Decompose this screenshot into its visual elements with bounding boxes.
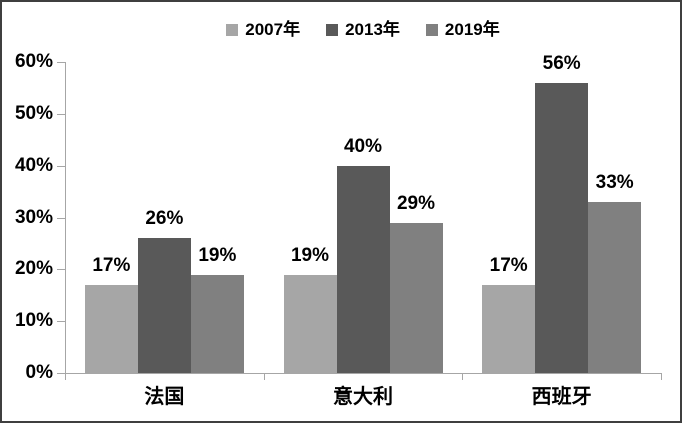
bar: [389, 222, 443, 373]
legend-item: 2013年: [326, 19, 400, 41]
y-axis-label: 0%: [25, 362, 53, 383]
bar-value-label: 29%: [396, 192, 436, 214]
y-axis-label: 10%: [14, 310, 53, 332]
y-axis-tick: [57, 321, 65, 323]
x-axis-tick: [65, 374, 66, 380]
y-axis-line: [65, 62, 66, 379]
bar-value-label: 56%: [542, 52, 581, 74]
legend-item: 2019年: [425, 19, 500, 41]
y-axis-label: 50%: [14, 102, 53, 124]
x-axis-tick: [462, 374, 464, 380]
y-axis-tick: [57, 165, 65, 167]
legend-swatch-icon: [226, 24, 239, 36]
bar-value-label: 40%: [343, 135, 383, 157]
legend-item: 2007年: [226, 19, 300, 41]
bar: [535, 82, 589, 373]
x-axis-label: 西班牙: [531, 386, 592, 408]
y-axis-tick: [57, 269, 65, 271]
bar: [190, 274, 244, 373]
legend-swatch-icon: [425, 24, 438, 36]
bar-value-label: 19%: [198, 244, 237, 266]
bar: [482, 284, 536, 373]
legend-label: 2019年: [444, 20, 500, 39]
bar: [137, 238, 191, 373]
bar: [283, 274, 337, 373]
y-axis-label: 60%: [14, 51, 53, 72]
bar-value-label: 17%: [92, 254, 131, 276]
y-axis-label: 40%: [14, 154, 53, 176]
x-axis-line: [65, 373, 662, 374]
y-axis-tick: [57, 113, 65, 115]
bar-value-label: 19%: [290, 244, 330, 266]
x-axis-label: 法国: [144, 386, 185, 408]
y-axis-label: 20%: [14, 258, 53, 280]
y-axis-tick: [57, 62, 65, 63]
legend-label: 2013年: [345, 20, 400, 39]
legend-label: 2007年: [245, 20, 301, 39]
bar-value-label: 26%: [145, 208, 184, 230]
legend-swatch-icon: [326, 24, 339, 36]
bar-value-label: 33%: [595, 171, 634, 193]
x-axis-tick: [263, 374, 265, 380]
bar: [84, 284, 138, 373]
x-axis-tick: [661, 374, 662, 380]
bar-value-label: 17%: [489, 254, 528, 276]
y-axis-tick: [57, 373, 65, 374]
bar: [588, 201, 642, 373]
y-axis-tick: [57, 217, 65, 219]
chart-legend: 2007年 2013年 2019年: [65, 19, 661, 41]
bar: [336, 165, 390, 373]
x-axis-label: 意大利: [333, 386, 393, 408]
y-axis-label: 30%: [14, 206, 53, 228]
